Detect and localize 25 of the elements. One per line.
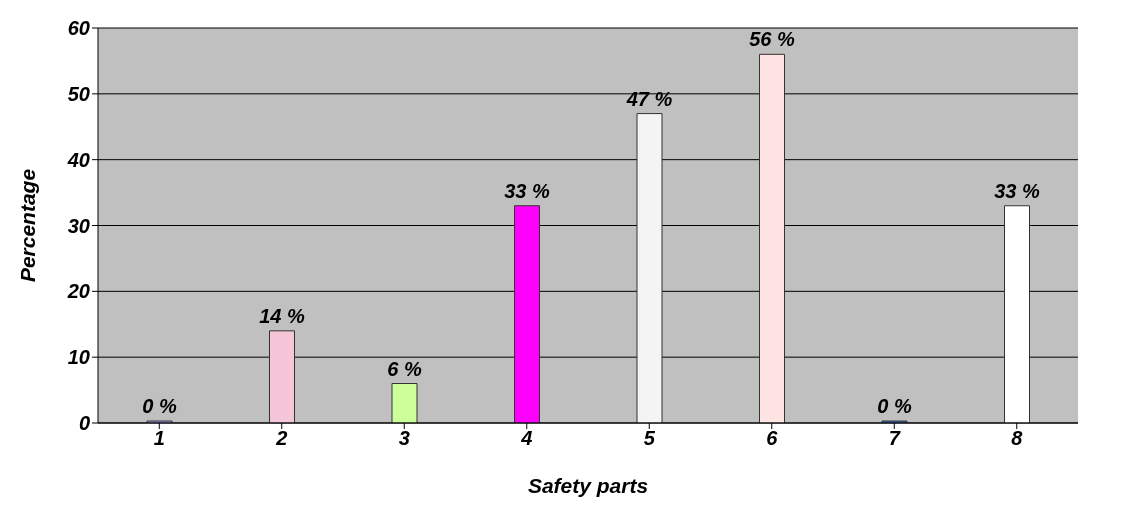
data-label: 33 %	[994, 179, 1041, 202]
y-tick-label: 50	[67, 82, 90, 105]
x-tick-label: 8	[1011, 427, 1024, 450]
data-label: 56 %	[749, 28, 796, 51]
data-label: 0 %	[142, 395, 177, 417]
y-axis-title: Percentage	[16, 168, 40, 283]
y-tick-label: 20	[66, 280, 90, 303]
y-tick-label: 10	[67, 346, 90, 369]
x-tick-label: 4	[520, 427, 533, 450]
x-tick-label: 6	[766, 427, 779, 450]
data-label: 33 %	[504, 179, 551, 202]
x-tick-label: 2	[275, 427, 288, 450]
data-label: 14 %	[259, 304, 306, 327]
x-tick-label: 5	[643, 427, 656, 450]
y-tick-label: 40	[66, 148, 90, 171]
x-tick-label: 3	[398, 427, 410, 450]
x-tick-label: 1	[153, 427, 165, 450]
data-label: 6 %	[387, 357, 422, 380]
y-tick-label: 60	[67, 17, 90, 40]
data-label: 47 %	[625, 87, 673, 110]
data-label: 0 %	[877, 395, 912, 417]
y-tick-label: 30	[67, 214, 90, 237]
y-tick-label: 0	[78, 412, 90, 435]
x-axis-title: Safety parts	[527, 474, 649, 497]
x-tick-label: 7	[888, 427, 901, 450]
